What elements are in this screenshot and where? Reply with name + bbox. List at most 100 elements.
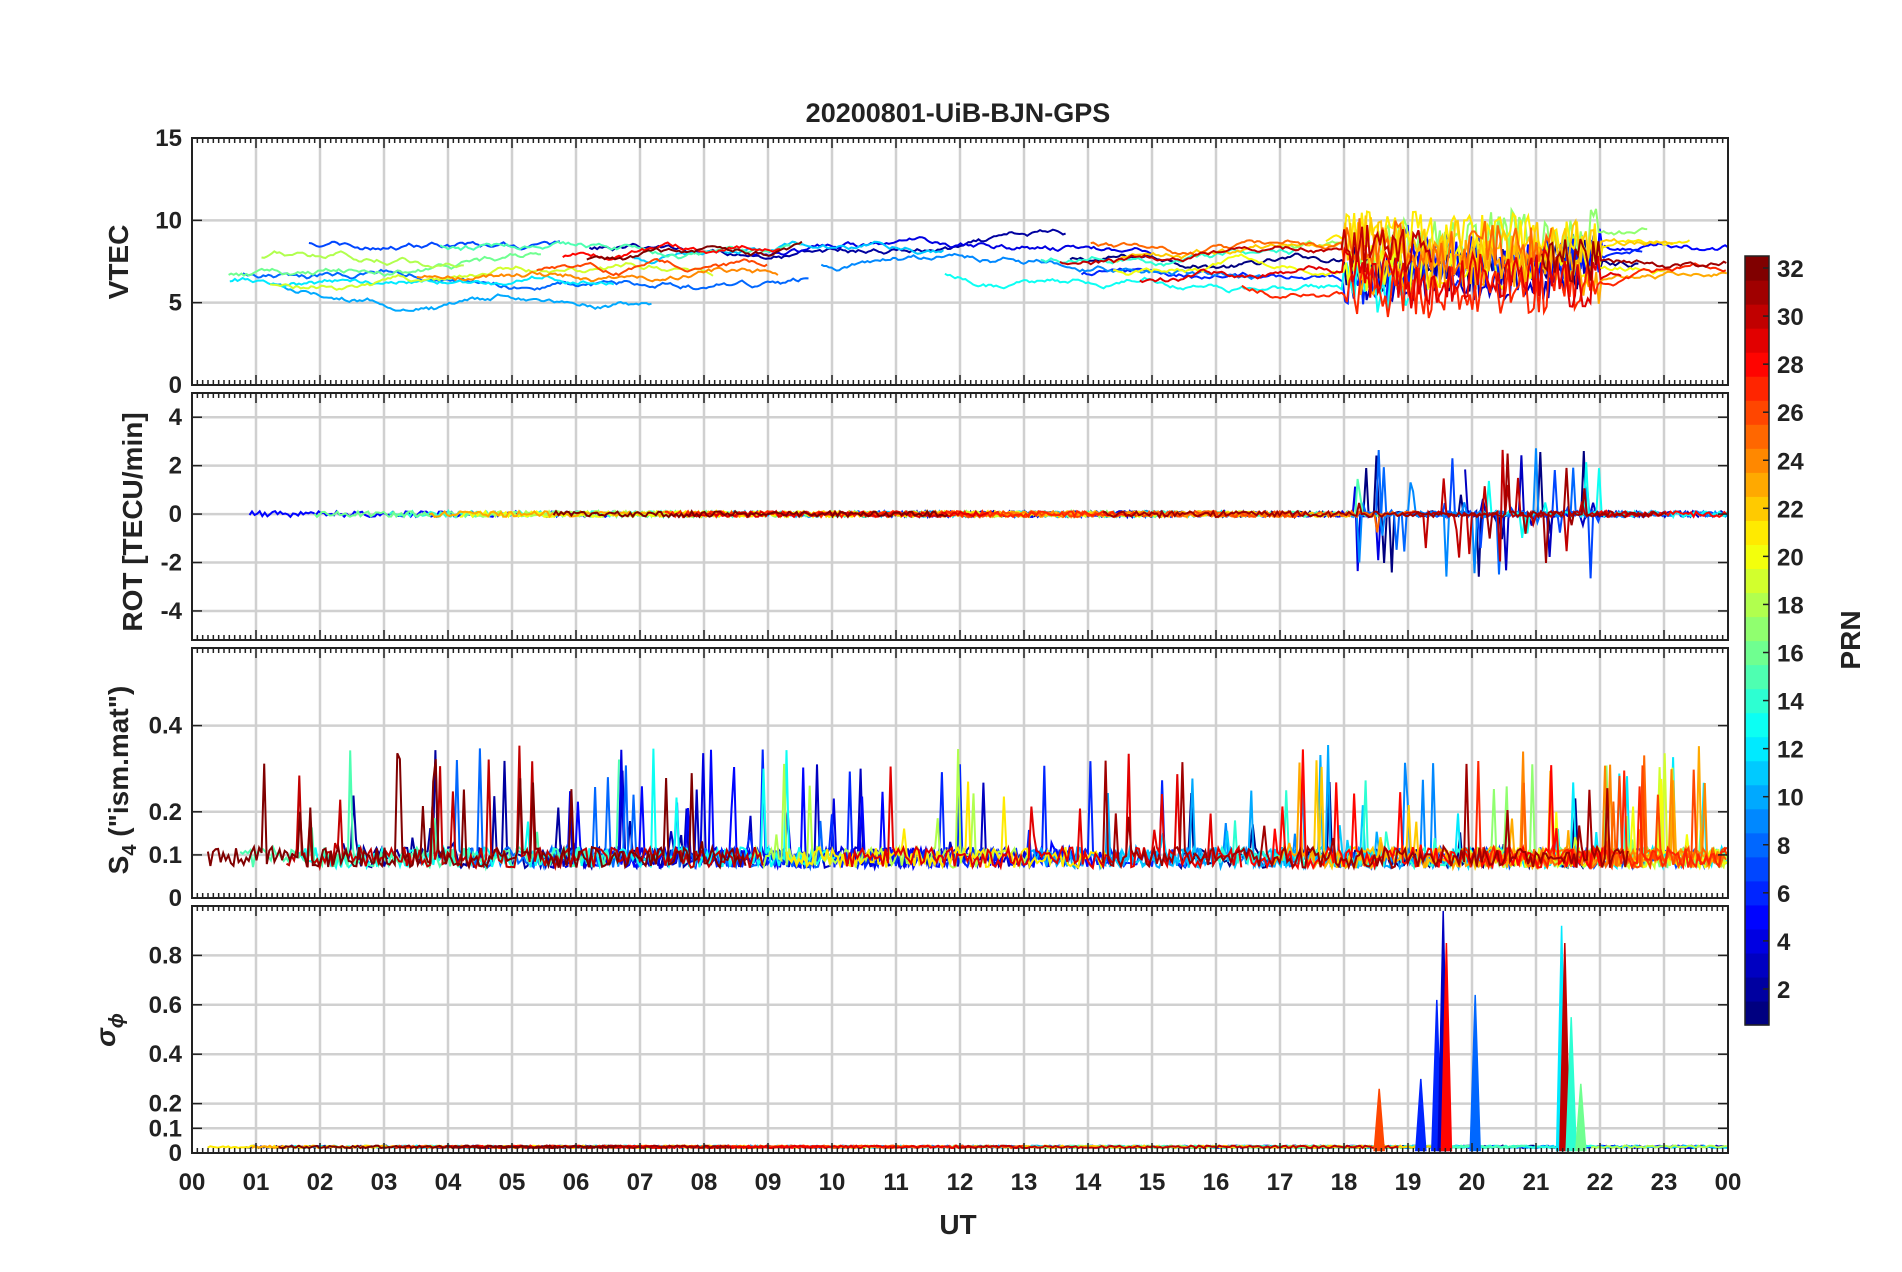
colorbar-tick-label: 32 <box>1777 256 1804 283</box>
chart-title: 20200801-UiB-BJN-GPS <box>806 98 1111 128</box>
colorbar-tick-label: 20 <box>1777 544 1804 571</box>
series-prn-26 <box>536 258 768 277</box>
x-tick-label: 11 <box>883 1169 908 1196</box>
vtec-ylabel: VTEC <box>103 225 134 300</box>
x-tick-label: 21 <box>1523 1169 1550 1196</box>
x-tick-label: 17 <box>1267 1169 1294 1196</box>
y-tick-label: 4 <box>169 404 183 431</box>
series-prn-32 <box>552 509 949 519</box>
vtec-axes-frame <box>191 137 1729 386</box>
series-prn-18 <box>261 250 464 269</box>
colorbar-tick-label: 8 <box>1777 833 1790 860</box>
series-prn-10 <box>275 283 652 312</box>
panel-rot: -4 -2 0 2 4 ROT [TECU/min] <box>117 392 1729 641</box>
rot-series <box>248 448 1729 579</box>
rot-ylabel: ROT [TECU/min] <box>117 412 148 631</box>
series-prn-14 <box>1040 248 1297 267</box>
series-prn-25 <box>1090 218 1553 275</box>
colorbar-gradient <box>1745 256 1769 1026</box>
x-tick-label: 15 <box>1139 1169 1166 1196</box>
y-tick-label: 0.4 <box>149 1041 183 1068</box>
series-prn-13 <box>944 261 1410 313</box>
series-prn-9 <box>820 252 1263 281</box>
colorbar-swatch-3 <box>1745 952 1769 978</box>
sigma-phi-spike <box>1469 994 1481 1152</box>
x-tick-label: 22 <box>1587 1169 1614 1196</box>
x-tick-label: 03 <box>371 1169 398 1196</box>
x-tick-label: 23 <box>1651 1169 1678 1196</box>
vtec-series <box>228 206 1729 319</box>
x-tick-label: 01 <box>243 1169 270 1196</box>
x-tick-label: 12 <box>947 1169 974 1196</box>
series-prn-29 <box>843 753 1243 871</box>
sigma-phi-series <box>207 910 1728 1152</box>
colorbar-label: PRN <box>1835 610 1866 669</box>
colorbar-swatch-11 <box>1745 760 1769 786</box>
colorbar-swatch-17 <box>1745 616 1769 642</box>
s4-axes-frame <box>191 647 1729 899</box>
series-prn-2 <box>588 228 1066 260</box>
series-prn-31 <box>1541 238 1727 283</box>
colorbar-swatch-27 <box>1745 376 1769 401</box>
series-prn-18 <box>1590 1144 1727 1150</box>
sigma-phi-spike <box>1373 1088 1386 1152</box>
y-tick-label: 0 <box>169 1140 182 1167</box>
x-tick-label: 07 <box>627 1169 654 1196</box>
panel-sigma-phi: 00.10.2 0.4 0.6 0.8 σϕ <box>90 905 1729 1167</box>
y-tick-label: 15 <box>155 125 182 152</box>
series-prn-30 <box>1059 225 1433 273</box>
y-tick-label: 0.2 <box>149 799 182 826</box>
series-prn-4 <box>750 236 1154 257</box>
series-prn-13 <box>1480 462 1728 539</box>
panel-s4: 0 0.1 0.2 0.4 S4 ("ism.mat") <box>103 647 1729 912</box>
colorbar-swatch-5 <box>1745 904 1769 930</box>
y-tick-label: 0.1 <box>149 1115 182 1142</box>
colorbar-tick-label: 16 <box>1777 641 1804 668</box>
colorbar-frame <box>1744 255 1770 1026</box>
y-tick-label: -2 <box>161 550 182 577</box>
y-tick-label: 0 <box>169 372 182 399</box>
x-tick-label: 14 <box>1075 1169 1102 1196</box>
colorbar-swatch-15 <box>1745 664 1769 690</box>
y-tick-label: -4 <box>161 598 183 625</box>
series-prn-8 <box>242 268 809 291</box>
x-tick-label: 10 <box>819 1169 846 1196</box>
y-tick-label: 0 <box>169 501 182 528</box>
sigma-phi-spike <box>1565 1017 1577 1152</box>
x-tick-label: 13 <box>1011 1169 1038 1196</box>
colorbar-swatch-7 <box>1745 856 1769 882</box>
colorbar-swatch-9 <box>1745 808 1769 834</box>
x-tick-labels: 00 01 02 03 04 05 06 07 08 09 10 11 12 13 14 15 16 17 18 19… <box>179 1169 1742 1196</box>
colorbar-tick-label: 30 <box>1777 304 1804 331</box>
colorbar-tick-label: 22 <box>1777 496 1804 523</box>
sigma-phi-spike <box>1414 1078 1427 1152</box>
y-tick-label: 0.1 <box>149 842 182 869</box>
panel-vtec: 0 5 10 15 VTEC <box>103 125 1729 399</box>
series-prn-30 <box>286 745 764 872</box>
x-tick-label: 00 <box>1715 1169 1742 1196</box>
colorbar-swatch-21 <box>1745 520 1769 545</box>
y-tick-label: 0.6 <box>149 992 182 1019</box>
x-tick-label: 18 <box>1331 1169 1358 1196</box>
colorbar-swatch-25 <box>1745 424 1769 449</box>
y-tick-label: 0.8 <box>149 942 182 969</box>
vtec-y-tick-labels: 0 5 10 15 <box>155 125 182 399</box>
series-prn-30 <box>960 1144 1399 1150</box>
colorbar-swatch-23 <box>1745 472 1769 497</box>
sigma-phi-spike <box>1574 1083 1587 1152</box>
sigma-phi-ylabel: σϕ <box>90 1013 128 1047</box>
x-axis-label: UT <box>939 1209 976 1240</box>
series-prn-32 <box>586 240 803 261</box>
rot-axes-frame <box>191 392 1729 641</box>
colorbar-swatch-29 <box>1745 328 1769 353</box>
x-tick-label: 08 <box>691 1169 718 1196</box>
series-prn-31 <box>1102 453 1667 564</box>
sigma-phi-spike <box>1559 943 1571 1152</box>
series-prn-16 <box>228 252 541 277</box>
colorbar-swatch-13 <box>1745 712 1769 738</box>
series-prn-31 <box>1102 760 1629 871</box>
y-tick-label: 0.2 <box>149 1091 182 1118</box>
x-tick-label: 00 <box>179 1169 206 1196</box>
x-tick-label: 19 <box>1395 1169 1422 1196</box>
